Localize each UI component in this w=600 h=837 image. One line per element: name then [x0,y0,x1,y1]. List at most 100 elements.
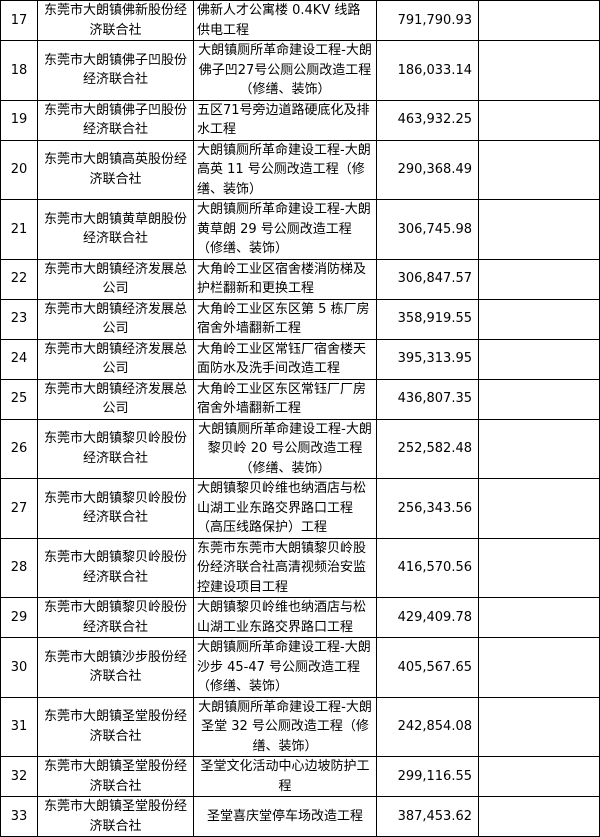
table-row: 32 东莞市大朗镇圣堂股份经济联合社 圣堂文化活动中心边坡防护工程 299,116.5… [0,756,600,797]
org-name: 东莞市大朗镇经济发展总公司 [37,258,194,300]
table-row: 20 东莞市大朗镇高英股份经济联合社 大朗镇厕所革命建设工程-大朗高英 11 号公厕… [0,139,600,200]
row-number: 21 [0,199,38,260]
org-name: 东莞市大朗镇沙步股份经济联合社 [37,637,194,698]
table-row: 28 东莞市大朗镇黎贝岭股份经济联合社 东莞市东莞市大朗镇黎贝岭股份经济联合社高清视… [0,537,600,598]
project-name: 大角岭工业区东区常钰厂厂房宿舍外墙翻新工程 [193,378,377,420]
amount: 256,343.56 [376,478,479,539]
row-number: 20 [0,139,38,200]
amount: 252,582.48 [376,418,479,479]
project-name: 大朗镇厕所革命建设工程-大朗沙步 45-47 号公厕改造工程（修缮、装饰） [193,637,377,698]
amount: 429,409.78 [376,597,479,638]
org-name: 东莞市大朗镇经济发展总公司 [37,298,194,340]
amount: 416,570.56 [376,537,479,598]
amount: 290,368.49 [376,139,479,200]
blank-cell [478,0,600,41]
org-name: 东莞市大朗镇圣堂股份经济联合社 [37,796,194,837]
row-number: 30 [0,637,38,698]
table-row: 21 东莞市大朗镇黄草朗股份经济联合社 大朗镇厕所革命建设工程-大朗黄草朗 29 号… [0,199,600,260]
project-name: 大朗镇黎贝岭维也纳酒店与松山湖工业东路交界路口工程 [193,597,377,638]
amount: 436,807.35 [376,378,479,420]
org-name: 东莞市大朗镇佛子凹股份经济联合社 [37,99,194,141]
row-number: 33 [0,796,38,837]
blank-cell [478,378,600,420]
project-name: 大角岭工业区常钰厂宿舍楼天面防水及洗手间改造工程 [193,338,377,380]
project-name: 五区71号旁边道路硬底化及排水工程 [193,99,377,141]
amount: 405,567.65 [376,637,479,698]
table-row: 17 东莞市大朗镇佛新股份经济联合社 佛新人才公寓楼 0.4KV 线路供电工程 791… [0,0,600,41]
amount: 186,033.14 [376,40,479,101]
row-number: 18 [0,40,38,101]
row-number: 24 [0,338,38,380]
row-number: 22 [0,258,38,300]
row-number: 28 [0,537,38,598]
blank-cell [478,637,600,698]
amount: 463,932.25 [376,99,479,141]
org-name: 东莞市大朗镇黎贝岭股份经济联合社 [37,478,194,539]
project-name: 大朗镇厕所革命建设工程-大朗圣堂 32 号公厕改造工程（修缮、装饰） [193,696,377,757]
project-name: 大朗镇厕所革命建设工程-大朗黄草朗 29 号公厕改造工程（修缮、装饰） [193,199,377,260]
amount: 242,854.08 [376,696,479,757]
blank-cell [478,139,600,200]
project-name: 大朗镇黎贝岭维也纳酒店与松山湖工业东路交界路口工程（高压线路保护）工程 [193,478,377,539]
table-row: 27 东莞市大朗镇黎贝岭股份经济联合社 大朗镇黎贝岭维也纳酒店与松山湖工业东路交界路… [0,478,600,539]
blank-cell [478,796,600,837]
row-number: 26 [0,418,38,479]
project-name: 圣堂喜庆堂停车场改造工程 [193,796,377,837]
project-name: 大朗镇厕所革命建设工程-大朗高英 11 号公厕改造工程（修缮、装饰） [193,139,377,200]
org-name: 东莞市大朗镇经济发展总公司 [37,378,194,420]
project-name: 圣堂文化活动中心边坡防护工程 [193,756,377,797]
org-name: 东莞市大朗镇圣堂股份经济联合社 [37,756,194,797]
org-name: 东莞市大朗镇黎贝岭股份经济联合社 [37,418,194,479]
row-number: 29 [0,597,38,638]
table-row: 23 东莞市大朗镇经济发展总公司 大角岭工业区东区第 5 栋厂房宿舍外墙翻新工程 35… [0,298,600,340]
blank-cell [478,99,600,141]
amount: 306,745.98 [376,199,479,260]
blank-cell [478,418,600,479]
project-name: 大朗镇厕所革命建设工程-大朗黎贝岭 20 号公厕改造工程（修缮、装饰） [193,418,377,479]
blank-cell [478,756,600,797]
table-row: 24 东莞市大朗镇经济发展总公司 大角岭工业区常钰厂宿舍楼天面防水及洗手间改造工程 3… [0,338,600,380]
table-row: 25 东莞市大朗镇经济发展总公司 大角岭工业区东区常钰厂厂房宿舍外墙翻新工程 436,… [0,378,600,420]
row-number: 27 [0,478,38,539]
row-number: 23 [0,298,38,340]
org-name: 东莞市大朗镇黎贝岭股份经济联合社 [37,537,194,598]
row-number: 32 [0,756,38,797]
amount: 306,847.57 [376,258,479,300]
table-row: 22 东莞市大朗镇经济发展总公司 大角岭工业区宿舍楼消防梯及护栏翻新和更换工程 306… [0,258,600,300]
table-row: 18 东莞市大朗镇佛子凹股份经济联合社 大朗镇厕所革命建设工程-大朗佛子凹27号公厕… [0,40,600,101]
table-row: 19 东莞市大朗镇佛子凹股份经济联合社 五区71号旁边道路硬底化及排水工程 463,9… [0,99,600,141]
project-name: 东莞市东莞市大朗镇黎贝岭股份经济联合社高清视频治安监控建设项目工程 [193,537,377,598]
table-row: 33 东莞市大朗镇圣堂股份经济联合社 圣堂喜庆堂停车场改造工程 387,453.62 [0,796,600,837]
blank-cell [478,40,600,101]
table-row: 26 东莞市大朗镇黎贝岭股份经济联合社 大朗镇厕所革命建设工程-大朗黎贝岭 20 号… [0,418,600,479]
blank-cell [478,597,600,638]
project-name: 大角岭工业区东区第 5 栋厂房宿舍外墙翻新工程 [193,298,377,340]
amount: 395,313.95 [376,338,479,380]
row-number: 19 [0,99,38,141]
blank-cell [478,478,600,539]
amount: 791,790.93 [376,0,479,41]
org-name: 东莞市大朗镇佛新股份经济联合社 [37,0,194,41]
row-number: 31 [0,696,38,757]
table-row: 31 东莞市大朗镇圣堂股份经济联合社 大朗镇厕所革命建设工程-大朗圣堂 32 号公厕… [0,696,600,757]
blank-cell [478,696,600,757]
org-name: 东莞市大朗镇黎贝岭股份经济联合社 [37,597,194,638]
amount: 387,453.62 [376,796,479,837]
org-name: 东莞市大朗镇经济发展总公司 [37,338,194,380]
blank-cell [478,199,600,260]
blank-cell [478,537,600,598]
project-name: 大朗镇厕所革命建设工程-大朗佛子凹27号公厕公厕改造工程（修缮、装饰） [193,40,377,101]
amount: 358,919.55 [376,298,479,340]
project-name: 大角岭工业区宿舍楼消防梯及护栏翻新和更换工程 [193,258,377,300]
org-name: 东莞市大朗镇佛子凹股份经济联合社 [37,40,194,101]
project-name: 佛新人才公寓楼 0.4KV 线路供电工程 [193,0,377,41]
table-row: 29 东莞市大朗镇黎贝岭股份经济联合社 大朗镇黎贝岭维也纳酒店与松山湖工业东路交界路… [0,597,600,638]
row-number: 17 [0,0,38,41]
amount: 299,116.55 [376,756,479,797]
table-row: 30 东莞市大朗镇沙步股份经济联合社 大朗镇厕所革命建设工程-大朗沙步 45-47 … [0,637,600,698]
org-name: 东莞市大朗镇圣堂股份经济联合社 [37,696,194,757]
row-number: 25 [0,378,38,420]
blank-cell [478,298,600,340]
